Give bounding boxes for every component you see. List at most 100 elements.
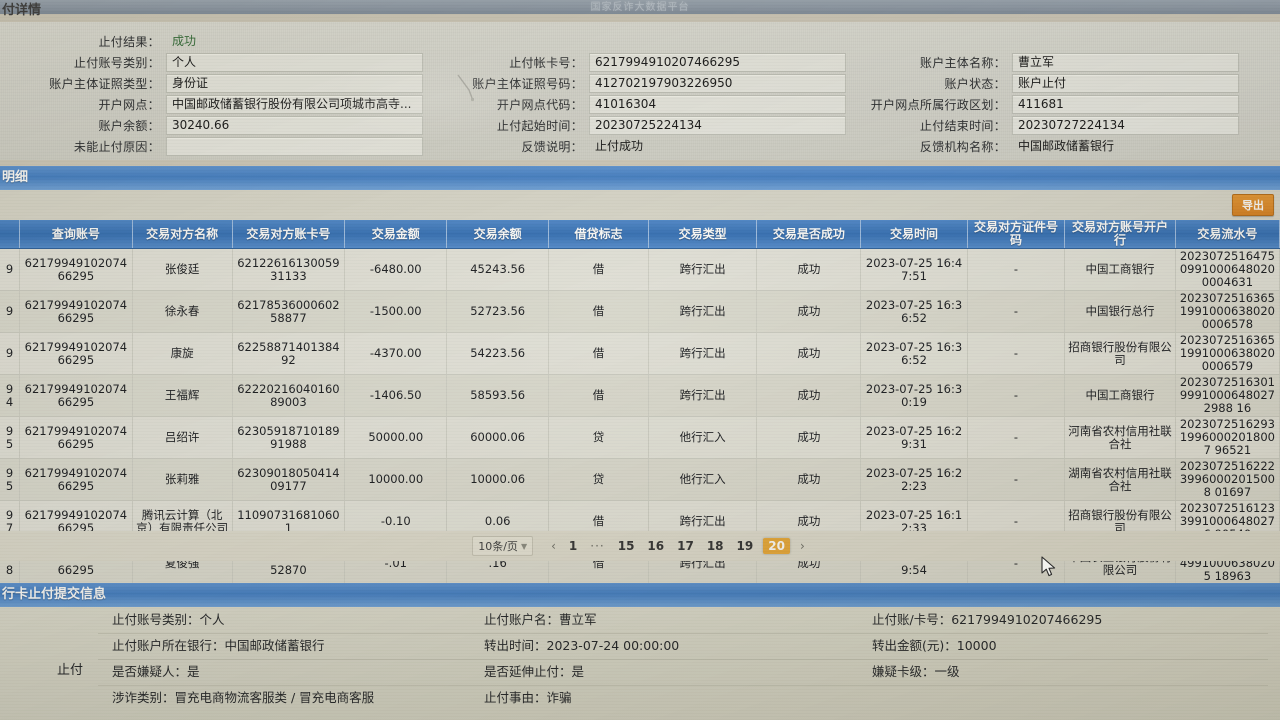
cell-amount: 50000.00 <box>344 416 448 459</box>
detail-label: 账户余额： <box>98 119 160 133</box>
detail-row: 未能止付原因： 反馈说明： 止付成功 反馈机构名称： 中国邮政储蓄银行 <box>0 136 1280 157</box>
cell-balance: 52723.56 <box>446 290 550 333</box>
cell-time: 2023-07-25 16:36:52 <box>860 332 968 375</box>
page-1-button[interactable]: 1 <box>568 539 578 553</box>
page-ellipsis[interactable]: ··· <box>590 539 605 553</box>
cell-counterparty-card: 6230591871018991988 <box>232 416 346 459</box>
table-body: 9 6217994910207466295 张俊廷 62122616130059… <box>0 248 1280 585</box>
detail-label: 账户主体名称： <box>919 56 1006 70</box>
col-transaction-type[interactable]: 交易类型 <box>648 220 758 249</box>
cell-counterparty-name: 张俊廷 <box>132 248 233 291</box>
page-20-button-active[interactable]: 20 <box>763 538 790 554</box>
col-query-account[interactable]: 查询账号 <box>19 220 133 249</box>
submit-card-level: 嫌疑卡级：一级 <box>872 664 960 679</box>
branch-code-value: 41016304 <box>589 95 846 114</box>
col-success[interactable]: 交易是否成功 <box>756 220 862 249</box>
transactions-section-title: 明细 <box>0 166 1280 190</box>
cell-query-account: 6217994910207466295 <box>19 416 133 459</box>
cell-query-account: 6217994910207466295 <box>19 290 133 333</box>
detail-label: 未能止付原因： <box>73 140 160 154</box>
table-header-row: 查询账号 交易对方名称 交易对方账卡号 交易金额 交易余额 借贷标志 交易类型 … <box>0 220 1280 249</box>
cell-transaction-type: 跨行汇出 <box>648 248 758 291</box>
cell-counterparty-cert: - <box>967 290 1066 333</box>
cell-balance: 58593.56 <box>446 374 550 417</box>
cell-counterparty-name: 康旋 <box>132 332 233 375</box>
detail-row: 开户网点： 中国邮政储蓄银行股份有限公司项城市高寺... 开户网点代码： 410… <box>0 94 1280 115</box>
transactions-table: 查询账号 交易对方名称 交易对方账卡号 交易金额 交易余额 借贷标志 交易类型 … <box>0 220 1280 585</box>
detail-label: 反馈机构名称： <box>919 140 1006 154</box>
cell-counterparty-card: 6222021604016089003 <box>232 374 346 417</box>
page-size-select[interactable]: 10条/页 ▼ <box>472 536 534 556</box>
cell-counterparty-cert: - <box>967 416 1066 459</box>
detail-label: 开户网点所属行政区划： <box>870 98 1006 112</box>
col-counterparty-cert[interactable]: 交易对方证件号码 <box>967 220 1066 249</box>
cell-success: 成功 <box>756 290 862 333</box>
page-16-button[interactable]: 16 <box>647 539 665 553</box>
page-17-button[interactable]: 17 <box>677 539 694 553</box>
pagination-bar: 10条/页 ▼ ‹ 1 ··· 15 16 17 18 19 20 › <box>0 531 1280 561</box>
col-time[interactable]: 交易时间 <box>860 220 968 249</box>
cell-counterparty-card: 6217853600060258877 <box>232 290 346 333</box>
table-row[interactable]: 9 5 6217994910207466295 张莉雅 623090180504… <box>0 458 1280 501</box>
export-button[interactable]: 导出 <box>1232 194 1274 216</box>
page-15-button[interactable]: 15 <box>617 539 635 553</box>
cell-counterparty-bank: 河南省农村信用社联合社 <box>1064 416 1176 459</box>
cell-amount: -1406.50 <box>344 374 448 417</box>
cell-counterparty-card: 6225887140138492 <box>232 332 346 375</box>
detail-label: 账户主体证照号码： <box>472 77 583 91</box>
cell-transaction-type: 跨行汇出 <box>648 332 758 375</box>
cell-query-account: 6217994910207466295 <box>19 248 133 291</box>
cell-counterparty-name: 张莉雅 <box>132 458 233 501</box>
stop-end-time-value: 20230727224134 <box>1012 116 1239 135</box>
cell-success: 成功 <box>756 416 862 459</box>
detail-label: 账户状态： <box>944 77 1006 91</box>
account-balance-value: 30240.66 <box>166 116 423 135</box>
feedback-note-value: 止付成功 <box>595 139 644 153</box>
col-balance[interactable]: 交易余额 <box>446 220 550 249</box>
cell-rownum: 9 <box>0 290 21 333</box>
submit-reason: 止付事由：诈骗 <box>484 690 572 705</box>
id-number-value: 412702197903226950 <box>589 74 846 93</box>
submit-transfer-amount: 转出金额(元)：10000 <box>872 638 997 653</box>
cell-serial: 202307251629319960002018007 96521 <box>1175 416 1280 459</box>
submit-bank: 止付账户所在银行：中国邮政储蓄银行 <box>112 638 325 653</box>
cell-time: 2023-07-25 16:29:31 <box>860 416 968 459</box>
cell-counterparty-cert: - <box>967 374 1066 417</box>
col-dc-flag[interactable]: 借贷标志 <box>548 220 649 249</box>
page-18-button[interactable]: 18 <box>706 539 724 553</box>
stop-payment-detail-panel: 止付结果： 成功 止付账号类别： 个人 止付帐卡号： 6217994910207… <box>0 22 1280 160</box>
prev-page-button[interactable]: ‹ <box>551 539 556 553</box>
cell-serial: 202307251636519910006380200006579 <box>1175 332 1280 375</box>
cell-counterparty-card: 6230901805041409177 <box>232 458 346 501</box>
table-row[interactable]: 9 6217994910207466295 徐永春 62178536000602… <box>0 290 1280 333</box>
cell-balance: 45243.56 <box>446 248 550 291</box>
cell-balance: 54223.56 <box>446 332 550 375</box>
submit-is-suspect: 是否嫌疑人：是 <box>112 664 200 679</box>
cell-success: 成功 <box>756 374 862 417</box>
col-serial[interactable]: 交易流水号 <box>1175 220 1280 249</box>
col-counterparty-name[interactable]: 交易对方名称 <box>132 220 233 249</box>
table-row[interactable]: 9 6217994910207466295 张俊廷 62122616130059… <box>0 248 1280 291</box>
cell-time: 2023-07-25 16:30:19 <box>860 374 968 417</box>
transactions-table-wrapper[interactable]: 查询账号 交易对方名称 交易对方账卡号 交易金额 交易余额 借贷标志 交易类型 … <box>0 220 1280 585</box>
cell-dc-flag: 借 <box>548 248 649 291</box>
detail-label: 开户网点代码： <box>496 98 583 112</box>
col-counterparty-bank[interactable]: 交易对方账号开户行 <box>1064 220 1176 249</box>
cell-counterparty-cert: - <box>967 332 1066 375</box>
table-row[interactable]: 9 4 6217994910207466295 王福辉 622202160401… <box>0 374 1280 417</box>
account-holder-name-value: 曹立军 <box>1012 53 1239 72</box>
next-page-button[interactable]: › <box>799 539 805 553</box>
col-amount[interactable]: 交易金额 <box>344 220 448 249</box>
table-row[interactable]: 9 6217994910207466295 康旋 622588714013849… <box>0 332 1280 375</box>
cell-time: 2023-07-25 16:22:23 <box>860 458 968 501</box>
page-19-button[interactable]: 19 <box>736 539 754 553</box>
divider <box>98 659 1268 660</box>
col-counterparty-card[interactable]: 交易对方账卡号 <box>232 220 346 249</box>
cell-counterparty-cert: - <box>967 248 1066 291</box>
table-row[interactable]: 9 5 6217994910207466295 吕绍许 623059187101… <box>0 416 1280 459</box>
submit-account-category: 止付账号类别：个人 <box>112 612 225 627</box>
window-title-bar: 国家反诈大数据平台 <box>0 0 1280 14</box>
submit-info-section-title: 行卡止付提交信息 <box>0 583 1280 607</box>
submit-info-panel: 止付 止付账号类别：个人 止付账户名：曹立军 止付账/卡号：6217994910… <box>0 607 1280 720</box>
